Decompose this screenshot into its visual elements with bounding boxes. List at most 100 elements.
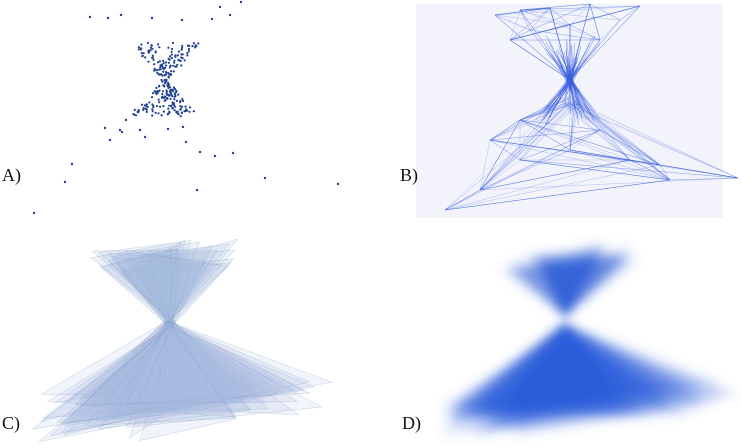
edge-line [494,14,571,81]
edge-line [444,189,481,211]
data-point [171,101,174,104]
edge-line [479,94,578,191]
translucent-triangle [147,250,172,327]
edge-line [519,103,572,121]
data-point [180,53,183,56]
data-point [189,106,192,109]
data-point [174,54,177,57]
translucent-triangle [146,320,252,413]
edge-line [659,164,671,181]
edge-line [569,39,601,81]
data-point [174,88,177,91]
edge-line [599,129,661,166]
edge-line [560,103,631,161]
data-point [181,98,184,101]
edge-line [569,103,573,151]
translucent-triangle [118,264,196,322]
outlier-point [166,127,170,131]
edge-line [489,129,601,141]
edge-line [479,103,568,191]
edge-line [538,77,571,115]
edge-line [519,159,739,179]
data-point [180,48,183,51]
translucent-triangle [31,320,334,430]
density-triangle [513,253,599,317]
edge-line [479,159,631,191]
data-point [176,112,179,115]
data-point [160,78,163,82]
outlier-point [263,176,267,180]
data-point [186,52,189,55]
translucent-triangle [60,320,249,425]
data-point [162,70,165,73]
data-point [162,84,165,87]
translucent-triangle [128,320,179,440]
edge-line [549,7,571,81]
edge-line [444,179,671,211]
edge-line [569,149,631,161]
edge-line [519,101,567,161]
edge-line [629,159,671,181]
data-point [188,44,191,48]
edge-line [519,100,561,121]
edge-line [545,48,570,78]
edge-line [669,177,739,181]
data-point [166,113,169,116]
edge-line [542,78,572,114]
edge-line [519,9,571,81]
panel-b-background [416,4,723,218]
edge-line [519,103,577,121]
edge-line [444,97,580,211]
data-point [153,90,156,93]
data-point [173,59,176,62]
edge-line [569,39,601,81]
data-point [151,47,154,50]
data-point [158,101,161,104]
edge-line [546,53,571,78]
translucent-triangle [90,321,237,418]
edge-line [574,101,661,166]
data-point [176,63,179,66]
data-point [194,44,197,47]
edge-line [560,96,671,181]
data-point [146,41,150,45]
panel-b-label: B) [400,165,418,185]
edge-line [565,101,661,166]
edge-line [519,119,571,151]
edge-line [519,97,570,121]
edge-line [494,7,551,16]
data-point [159,68,162,71]
edge-line [519,104,578,161]
data-point [172,90,175,93]
data-point [175,65,178,68]
edge-line [549,7,571,26]
edge-line [479,96,569,191]
edge-line [572,79,596,123]
translucent-triangle [116,324,259,421]
edge-line [564,103,661,166]
edge-line [569,5,641,81]
edge-line [565,49,569,78]
edge-line [569,24,601,41]
edge-line [444,164,661,211]
edge-line [489,139,671,181]
data-point [174,94,177,97]
translucent-triangle [98,240,192,323]
data-point [164,81,167,85]
edge-line [519,98,569,121]
edge-line [569,98,578,151]
data-point [188,110,191,113]
edge-line [556,49,574,79]
data-point [179,59,182,63]
edge-line [509,24,571,41]
data-point [172,103,175,107]
edge-line [575,100,671,181]
edge-line [519,9,571,26]
edge-line [489,103,580,141]
edge-line [519,119,661,166]
translucent-triangle [114,241,200,327]
edge-line [509,39,571,81]
data-point [180,111,183,114]
edge-line [519,5,641,11]
edge-line [509,9,521,41]
